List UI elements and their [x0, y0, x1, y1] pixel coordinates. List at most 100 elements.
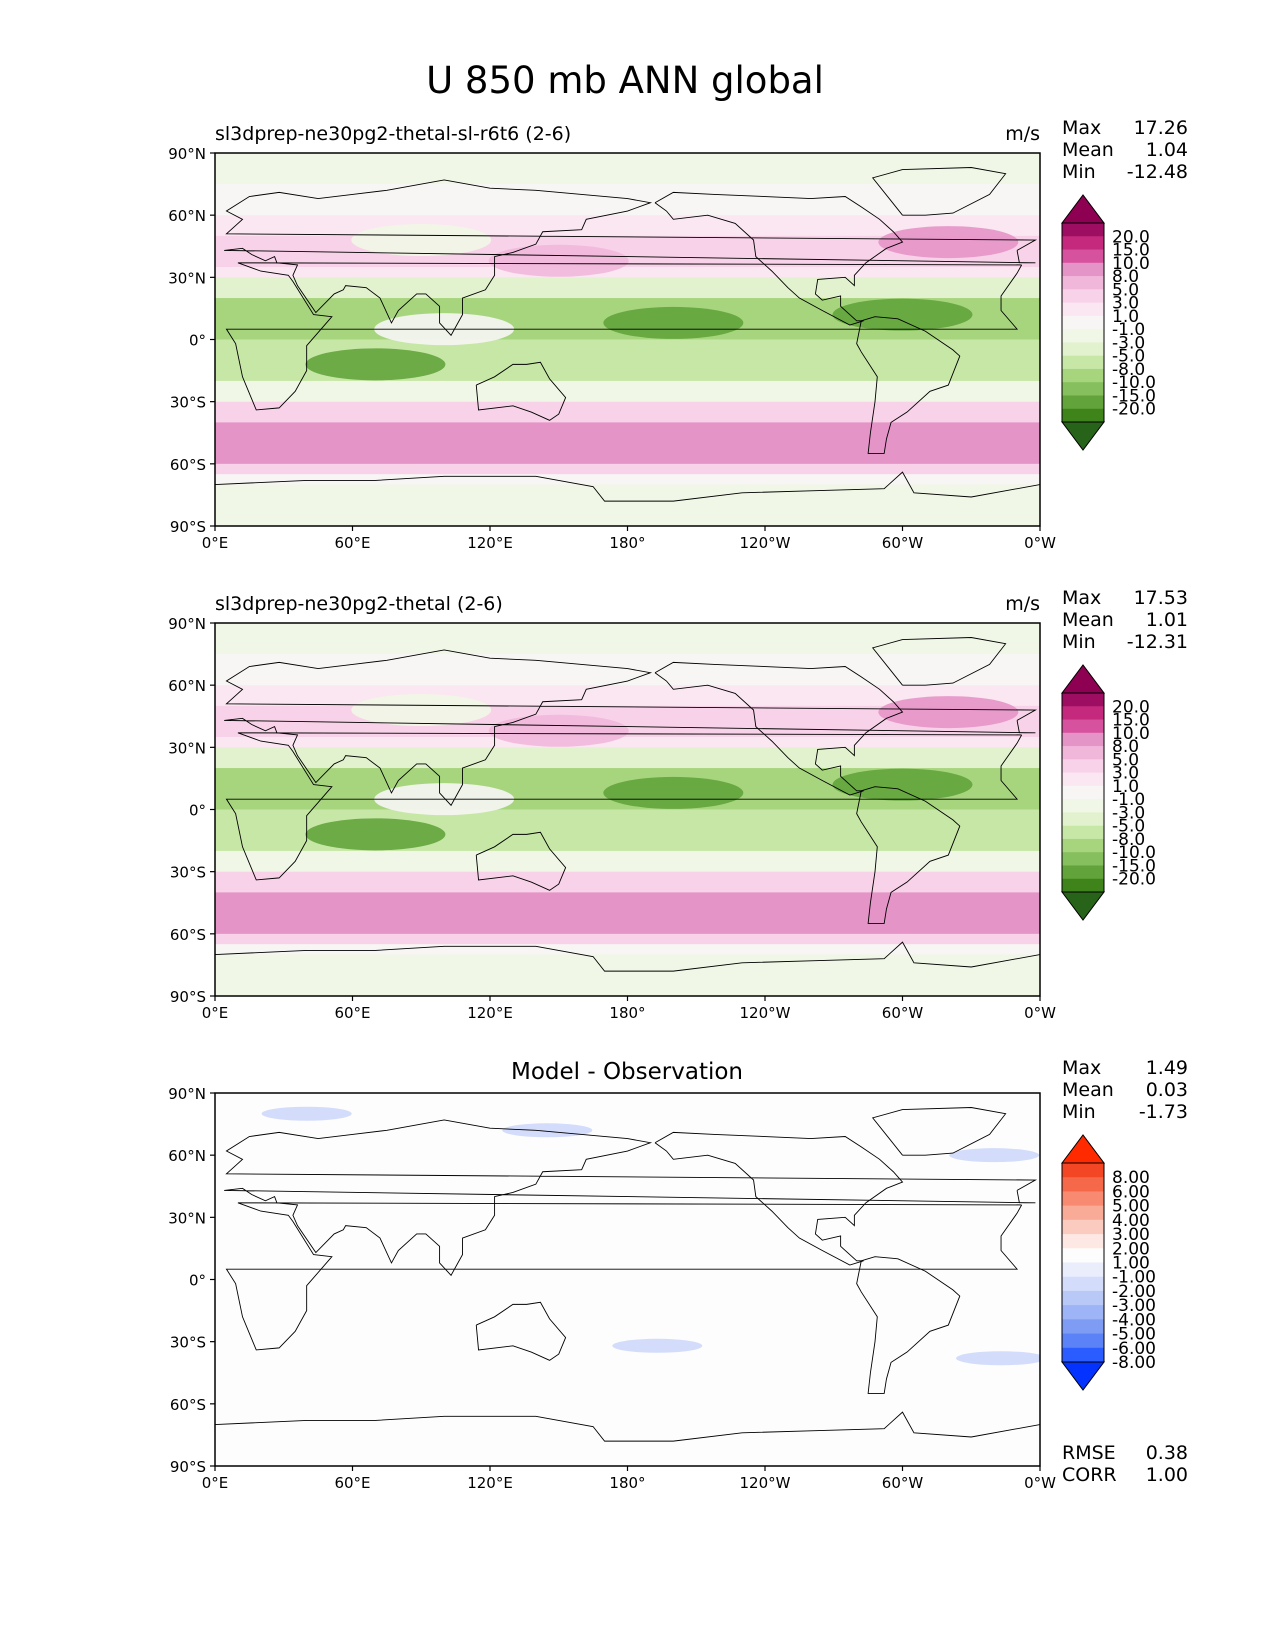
panel-1-title: sl3dprep-ne30pg2-thetal-sl-r6t6 (2-6)	[215, 123, 571, 145]
coastline	[225, 262, 1023, 411]
coastline	[475, 831, 567, 891]
colorbar-segment	[1062, 1347, 1104, 1363]
colorbar-segment	[1062, 706, 1104, 721]
colorbar-segment	[1062, 249, 1104, 264]
zonal-band	[215, 892, 1040, 904]
lat-tick-label: 30°N	[168, 269, 206, 287]
colorbar-segment	[1062, 342, 1104, 357]
panel-2-max-label: Max	[1062, 587, 1101, 609]
lon-tick-label: 180°	[609, 1004, 645, 1022]
zonal-band	[215, 153, 1040, 185]
panel-3-title: Model - Observation	[511, 1059, 743, 1085]
panel-3-stats: Max 1.49 Mean 0.03 Min -1.73 RMSE 0.38 C…	[1062, 1057, 1188, 1486]
colorbar-segment	[1062, 825, 1104, 840]
panel-2-mean-value: 1.01	[1146, 609, 1188, 631]
colorbar-segment	[1062, 865, 1104, 880]
colorbar-segment	[1062, 785, 1104, 800]
wind-feature	[488, 714, 629, 747]
panel-3-min-label: Min	[1062, 1101, 1096, 1123]
zonal-band	[215, 484, 1040, 506]
colorbar-extend-min	[1061, 1361, 1105, 1391]
lat-tick-label: 90°S	[170, 988, 206, 1006]
colorbar-tick-label: -20.0	[1112, 400, 1156, 420]
zonal-band	[215, 246, 1040, 258]
colorbar-tick-label: 2.00	[1112, 1239, 1150, 1259]
colorbar-tick-label: -3.0	[1112, 333, 1145, 353]
lat-tick-label: 30°S	[170, 864, 206, 882]
colorbar-tick-label: -8.0	[1112, 830, 1145, 850]
colorbar-tick-label: -3.0	[1112, 803, 1145, 823]
colorbar-tick-label: 15.0	[1112, 241, 1150, 261]
zonal-band	[215, 277, 1040, 299]
colorbar-segment	[1062, 1290, 1104, 1306]
panel-3-max-value: 1.49	[1146, 1057, 1188, 1079]
colorbar-extend-max	[1061, 1134, 1105, 1164]
colorbar-segment	[1062, 1319, 1104, 1335]
colorbar-tick-label: -4.00	[1112, 1310, 1156, 1330]
panel-2: sl3dprep-ne30pg2-thetal (2-6) m/s 90°N 60…	[168, 587, 1188, 1022]
colorbar-tick-label: 1.0	[1112, 777, 1139, 797]
colorbar-segment	[1062, 732, 1104, 747]
zonal-band	[215, 933, 1040, 945]
panel-1-colorbar: 20.015.010.08.05.03.01.0-1.0-3.0-5.0-8.0…	[1061, 194, 1156, 451]
zonal-band	[215, 266, 1040, 278]
zonal-band	[215, 705, 1040, 717]
zonal-band	[215, 474, 1040, 486]
colorbar-segment	[1062, 838, 1104, 853]
lat-tick-label: 60°S	[170, 1396, 206, 1414]
panel-3-map	[214, 1092, 1041, 1467]
panel-2-stats: Max 17.53 Mean 1.01 Min -12.31	[1062, 587, 1188, 653]
panel-2-colorbar: 20.015.010.08.05.03.01.0-1.0-3.0-5.0-8.0…	[1061, 664, 1156, 921]
coastline	[215, 471, 1040, 502]
colorbar-tick-label: -3.00	[1112, 1296, 1156, 1316]
colorbar-tick-label: -20.0	[1112, 870, 1156, 890]
zonal-band	[215, 923, 1040, 935]
coastline	[225, 1202, 1023, 1351]
panel-2-map	[214, 622, 1041, 997]
lon-tick-label: 0°E	[202, 1004, 229, 1022]
panel-1-min-label: Min	[1062, 161, 1096, 183]
coastline	[215, 941, 1040, 972]
panel-1-mean-value: 1.04	[1146, 139, 1188, 161]
lon-tick-label: 0°W	[1024, 1474, 1056, 1492]
lat-tick-label: 60°N	[168, 207, 206, 225]
panel-3-corr-value: 1.00	[1146, 1464, 1188, 1486]
lat-tick-label: 30°N	[168, 739, 206, 757]
colorbar-tick-label: 6.00	[1112, 1182, 1150, 1202]
anomaly-patch	[261, 1106, 352, 1121]
colorbar-segment	[1062, 799, 1104, 813]
colorbar-frame	[1061, 1162, 1105, 1363]
panel-3-mean-label: Mean	[1062, 1079, 1114, 1101]
colorbar-segment	[1062, 1219, 1104, 1235]
colorbar-segment	[1062, 408, 1104, 423]
coastline	[215, 1411, 1040, 1442]
coastline	[475, 1301, 567, 1361]
panel-2-min-label: Min	[1062, 631, 1096, 653]
colorbar-tick-label: -15.0	[1112, 386, 1156, 406]
panel-3-mean-value: 0.03	[1146, 1079, 1188, 1101]
colorbar-tick-label: 5.0	[1112, 750, 1139, 770]
lon-tick-label: 120°E	[467, 534, 513, 552]
colorbar-segment	[1062, 276, 1104, 290]
panel-3: Model - Observation 90°N 60°N 30°N 0° 30°S 60…	[168, 1057, 1188, 1492]
colorbar-tick-label: 5.00	[1112, 1197, 1150, 1217]
colorbar-segment	[1062, 223, 1104, 237]
coastline	[871, 637, 1007, 686]
lat-tick-label: 0°	[189, 1272, 206, 1290]
zonal-band	[215, 954, 1040, 976]
coastline	[224, 1119, 1038, 1277]
panel-2-min-value: -12.31	[1127, 631, 1188, 653]
wind-feature	[305, 818, 446, 851]
panel-2-units: m/s	[1005, 593, 1040, 615]
zonal-band	[215, 443, 1040, 455]
zonal-band	[215, 401, 1040, 423]
colorbar-segment	[1062, 772, 1104, 787]
colorbar-segment	[1062, 382, 1104, 396]
colorbar-tick-label: -1.00	[1112, 1268, 1156, 1288]
zonal-band	[215, 902, 1040, 914]
colorbar-segment	[1062, 329, 1104, 343]
colorbar-segment	[1062, 236, 1104, 251]
wind-feature	[305, 348, 446, 381]
colorbar-segment	[1062, 693, 1104, 707]
anomaly-patch	[960, 1403, 1040, 1418]
